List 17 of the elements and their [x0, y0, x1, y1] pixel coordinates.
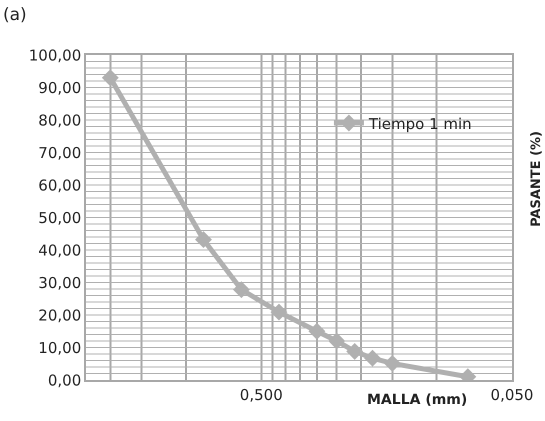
x-tick-label: 0,050	[490, 386, 534, 404]
chart-title: (a)	[3, 5, 27, 25]
y-tick-label: 40,00	[38, 241, 82, 260]
y-axis-title: PASANTE (%)	[528, 131, 544, 227]
y-tick-label: 70,00	[38, 144, 82, 162]
legend-label: Tiempo 1 min	[368, 114, 472, 133]
y-tick-label: 0,00	[48, 371, 82, 390]
y-tick-label: 10,00	[38, 338, 82, 357]
x-axis-title: MALLA (mm)	[367, 392, 468, 408]
x-tick-label: 0,500	[240, 386, 283, 404]
y-tick-label: 50,00	[38, 208, 82, 227]
y-tick-label: 60,00	[38, 176, 82, 194]
y-tick-label: 20,00	[38, 306, 82, 324]
y-tick-label: 90,00	[38, 78, 82, 97]
y-tick-label: 80,00	[38, 111, 82, 130]
y-tick-label: 100,00	[28, 46, 82, 64]
y-tick-label: 30,00	[38, 274, 82, 292]
